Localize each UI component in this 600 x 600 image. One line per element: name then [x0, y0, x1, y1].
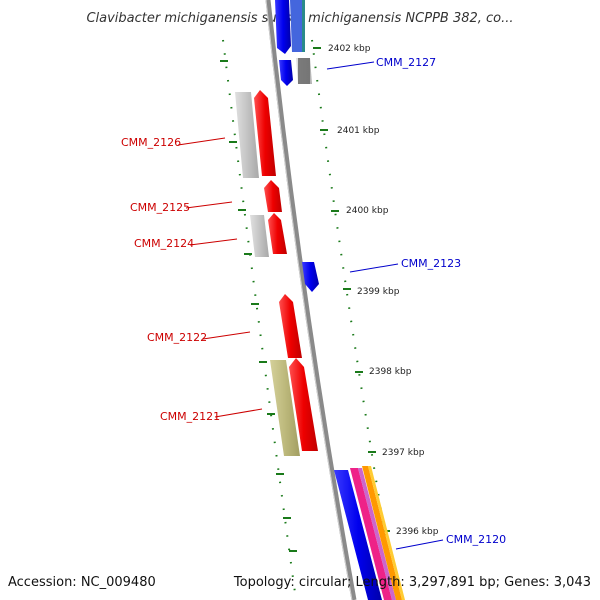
gene-cmm-2123-label[interactable]: CMM_2123 — [401, 257, 461, 270]
gene-cmm-2125-label[interactable]: CMM_2125 — [130, 201, 190, 214]
gene-cmm-2124[interactable] — [250, 213, 287, 257]
gene-cmm-2123[interactable] — [302, 262, 319, 292]
gene-cmm-2122-label[interactable]: CMM_2122 — [147, 331, 207, 344]
gene-cmm-2124-label[interactable]: CMM_2124 — [134, 237, 194, 250]
gene-cmm-2120-label[interactable]: CMM_2120 — [446, 533, 506, 546]
gene-cmm-2126-leader — [177, 137, 226, 146]
kbp-label-2401: 2401 kbp — [337, 126, 380, 136]
gene-cmm-2125-leader — [185, 201, 233, 209]
gene-cmm-2127[interactable] — [279, 58, 312, 86]
kbp-label-2396: 2396 kbp — [396, 527, 439, 537]
kbp-label-2400: 2400 kbp — [346, 206, 389, 216]
accession-text: Accession: NC_009480 — [8, 575, 156, 590]
gene-cmm-2126-label[interactable]: CMM_2126 — [121, 136, 181, 149]
gene-top-fragment — [275, 0, 305, 54]
gene-cmm-2120[interactable] — [334, 466, 405, 600]
gene-cmm-2121[interactable] — [270, 358, 318, 456]
gene-cmm-2123-leader — [349, 263, 399, 273]
genome-backbone — [265, 0, 357, 600]
gene-cmm-2122[interactable] — [279, 294, 302, 358]
kbp-label-2402: 2402 kbp — [328, 44, 371, 54]
gene-cmm-2122-leader — [202, 331, 251, 340]
gene-cmm-2121-label[interactable]: CMM_2121 — [160, 410, 220, 423]
gene-cmm-2121-leader — [214, 408, 263, 418]
left-track-ticks — [220, 60, 297, 552]
gene-cmm-2120-leader — [395, 539, 444, 550]
kbp-label-2399: 2399 kbp — [357, 287, 400, 297]
gene-cmm-2126[interactable] — [235, 90, 276, 178]
gene-cmm-2127-label[interactable]: CMM_2127 — [376, 56, 436, 69]
kbp-label-2397: 2397 kbp — [382, 448, 425, 458]
gene-cmm-2124-leader — [189, 238, 238, 246]
genome-backbone-highlight — [265, 0, 353, 600]
kbp-label-2398: 2398 kbp — [369, 367, 412, 377]
gene-cmm-2127-leader — [326, 61, 375, 70]
gene-cmm-2125[interactable] — [264, 180, 282, 212]
genome-summary-text: Topology: circular; Length: 3,297,891 bp… — [233, 575, 591, 590]
